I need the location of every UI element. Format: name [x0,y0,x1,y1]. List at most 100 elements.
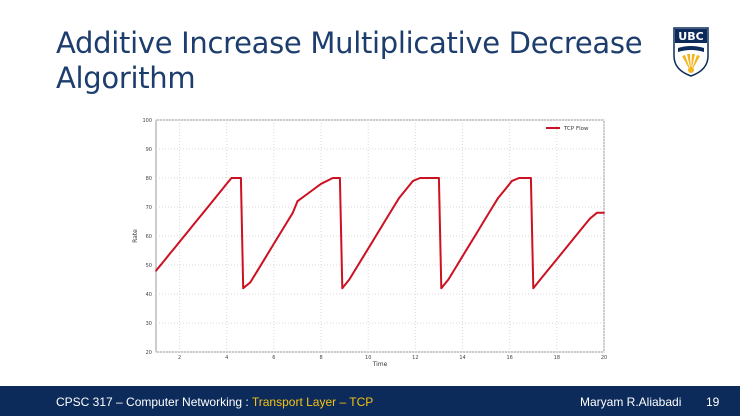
data-point [183,235,186,237]
data-point [230,177,233,179]
data-point [581,226,584,229]
data-point [192,223,195,226]
x-tick-label: 6 [272,355,275,361]
data-point [362,255,365,258]
data-point [560,252,563,255]
data-point [412,180,414,182]
y-tick-label: 70 [146,205,152,211]
data-point [249,281,252,284]
y-tick-label: 60 [146,234,152,240]
data-point [461,255,464,258]
data-point [339,177,341,179]
x-tick-label: 2 [178,355,181,361]
data-point [173,246,176,249]
data-point [296,200,299,203]
data-point [518,177,521,179]
data-point [489,209,492,211]
data-point [438,177,440,179]
data-point [197,217,200,220]
data-point [567,243,570,246]
data-point [164,258,167,261]
data-point [574,235,577,237]
footer-author: Maryam R.Aliabadi [580,395,682,409]
data-point [447,278,450,281]
data-point [155,269,157,272]
footer-course-name: CPSC 317 – Computer Networking : [56,395,252,409]
line-chart: 20 30 40 50 60 70 80 90 100 2 4 6 8 10 12 14 16 18 20 Time R… [132,118,607,368]
data-point [553,261,556,263]
chart: 20 30 40 50 60 70 80 90 100 2 4 6 8 10 12 14 16 18 20 Time R… [126,114,612,370]
data-point [390,209,393,211]
plot-area [155,119,605,353]
data-point [211,200,214,203]
y-tick-label: 90 [146,147,152,153]
x-tick-label: 10 [365,355,371,361]
footer-topic: Transport Layer – TCP [251,395,374,409]
legend-label: TCP Flow [563,126,589,132]
y-tick-label: 30 [146,321,152,327]
data-point [242,287,245,290]
data-point [341,287,344,290]
x-tick-label: 8 [319,355,322,361]
data-point [475,232,478,234]
data-point [603,211,605,214]
data-point [308,191,311,194]
y-tick-label: 20 [146,350,152,356]
data-point [221,188,223,191]
data-point [496,197,499,200]
data-point [263,258,266,261]
y-tick-label: 80 [146,176,152,182]
data-point [511,180,513,182]
data-point [546,269,549,272]
logo-text: UBC [678,30,703,43]
data-point [277,235,280,237]
x-tick-label: 14 [459,355,465,361]
data-point [532,287,535,290]
data-point [419,177,421,179]
ubc-logo: UBC [673,27,709,77]
page-number: 19 [706,395,720,409]
data-point [530,177,532,179]
data-point [270,246,273,249]
data-point [216,194,219,197]
y-tick-label: 50 [146,263,152,269]
data-point [291,211,294,214]
data-point [355,267,358,269]
data-point [225,182,228,185]
data-point [202,211,205,214]
data-point [369,243,372,246]
x-tick-label: 12 [412,355,418,361]
data-point [169,252,172,255]
data-point [348,278,351,281]
data-point [178,240,181,243]
data-point [454,267,457,269]
x-tick-label: 20 [601,355,607,361]
data-point [206,206,209,208]
data-point [440,287,443,290]
data-point [405,188,407,191]
data-point [320,182,322,185]
y-axis-label: Rate [132,229,139,243]
footer-bar: CPSC 317 – Computer Networking : Transpo… [0,386,740,416]
data-point [539,278,542,281]
data-point [504,188,506,191]
data-point [588,217,591,220]
y-tick-label: 40 [146,292,152,298]
x-tick-label: 18 [554,355,560,361]
data-point [239,177,242,179]
data-point [159,264,162,266]
data-point [468,243,471,246]
data-point [383,220,386,223]
data-point [596,211,598,214]
x-axis-label: Time [372,361,388,368]
footer-course: CPSC 317 – Computer Networking : Transpo… [56,395,373,409]
x-tick-label: 4 [225,355,228,361]
data-point [376,232,379,234]
data-point [331,177,334,179]
y-tick-label: 100 [142,118,152,124]
data-point [256,269,259,272]
slide-title: Additive Increase Multiplicative Decreas… [56,26,643,95]
data-point [284,223,287,226]
data-point [482,220,485,223]
series-line [155,177,604,290]
